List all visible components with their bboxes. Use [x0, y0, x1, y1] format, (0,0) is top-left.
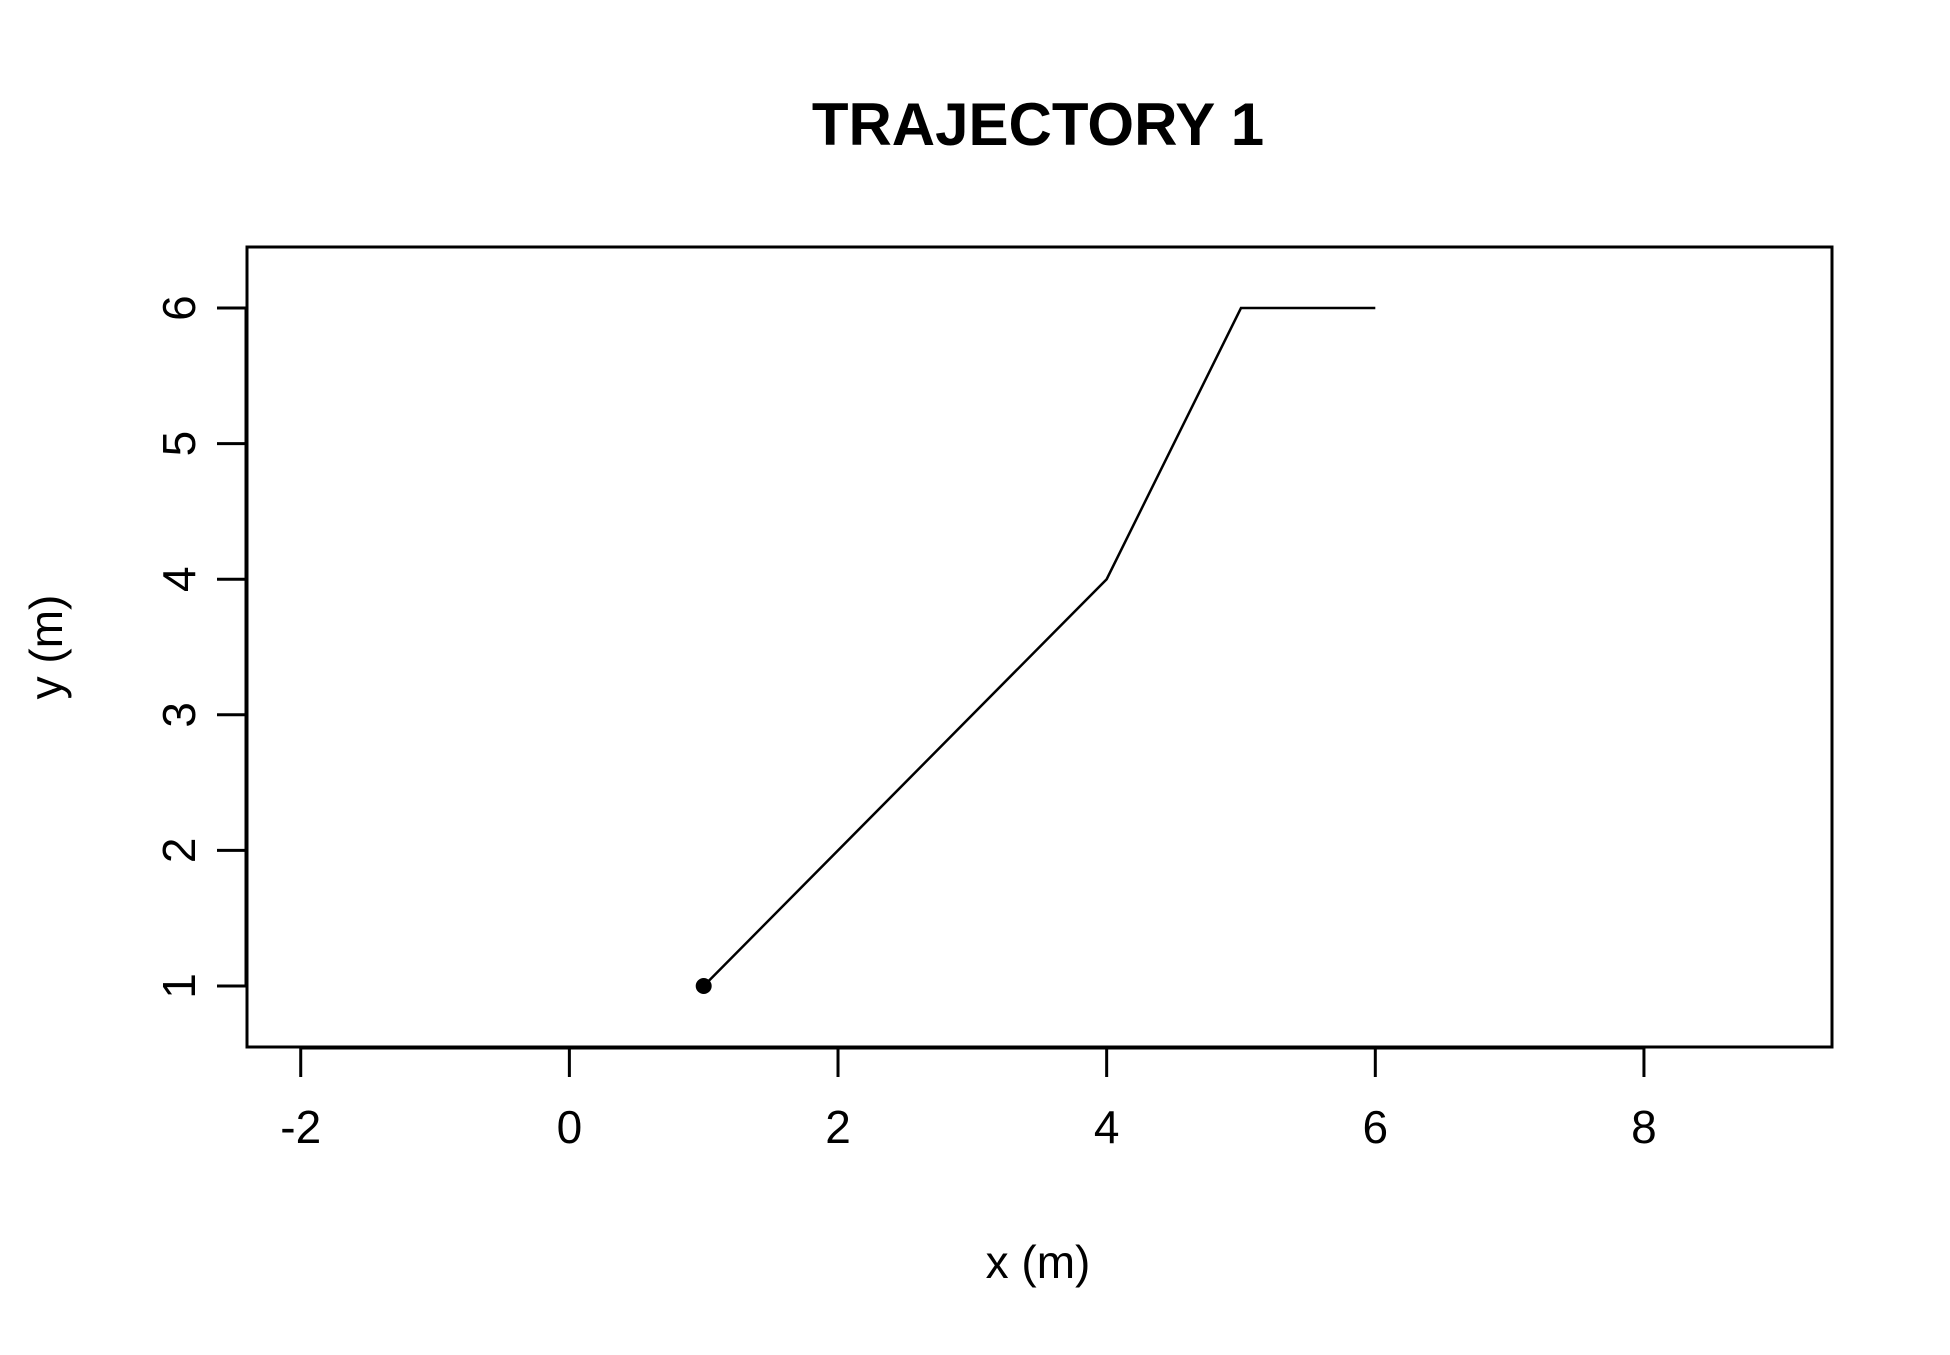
x-tick-label: -2: [280, 1101, 321, 1153]
x-tick-label: 4: [1094, 1101, 1120, 1153]
chart-title: TRAJECTORY 1: [812, 91, 1264, 158]
y-tick-label: 5: [153, 431, 205, 457]
trajectory-line: [702, 306, 1376, 987]
y-tick-label: 2: [153, 838, 205, 864]
y-tick-label: 6: [153, 295, 205, 321]
y-tick-label: 4: [153, 566, 205, 592]
start-point-marker: [695, 977, 712, 994]
y-axis: 1 2 3 4 5 6: [153, 295, 248, 999]
x-tick-label: 0: [557, 1101, 583, 1153]
x-tick-label: 6: [1363, 1101, 1389, 1153]
x-tick-label: 2: [825, 1101, 851, 1153]
y-axis-label: y (m): [20, 595, 72, 700]
x-axis: -2 0 2 4 6 8: [280, 1046, 1657, 1153]
series-layer: [695, 306, 1376, 994]
y-tick-label: 3: [153, 702, 205, 728]
x-axis-label: x (m): [986, 1236, 1091, 1288]
x-tick-label: 8: [1631, 1101, 1657, 1153]
y-tick-label: 1: [153, 973, 205, 999]
